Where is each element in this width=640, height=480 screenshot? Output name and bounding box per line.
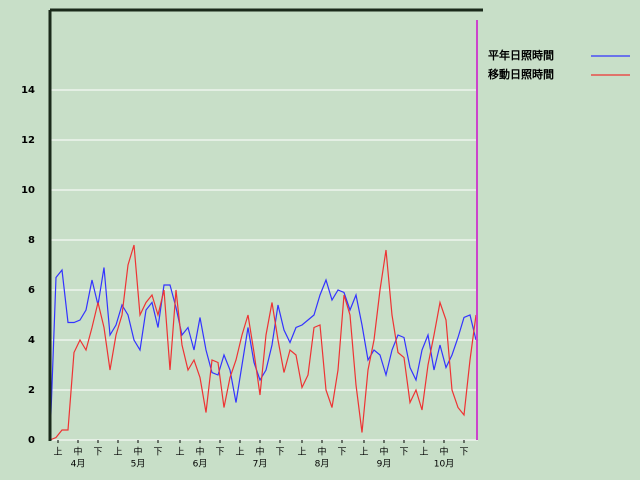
month-label: 6月: [193, 459, 208, 470]
month-label: 8月: [315, 459, 330, 470]
month-label: 4月: [71, 459, 86, 470]
x-tick-label: 中: [73, 446, 82, 458]
y-tick-label: 4: [28, 335, 35, 346]
y-tick-label: 14: [21, 85, 35, 96]
x-tick-label: 上: [419, 447, 428, 458]
x-tick-label: 中: [317, 446, 326, 458]
y-tick-label: 10: [21, 185, 35, 196]
month-label: 10月: [434, 459, 454, 470]
series-line: [49, 267, 477, 441]
x-tick-label: 下: [337, 448, 346, 458]
x-tick-label: 上: [53, 447, 62, 458]
x-tick-label: 下: [93, 448, 102, 458]
month-label: 5月: [131, 459, 146, 470]
month-label: 9月: [377, 459, 392, 470]
y-tick-label: 0: [28, 435, 35, 446]
x-tick-label: 上: [297, 447, 306, 458]
grid: [50, 89, 478, 441]
y-tick-label: 6: [28, 285, 35, 296]
x-tick-label: 上: [359, 447, 368, 458]
x-tick-label: 上: [175, 447, 184, 458]
x-tick-label: 中: [379, 446, 388, 458]
legend-label: 平年日照時間: [488, 48, 554, 62]
series-line: [49, 244, 477, 441]
y-tick-label: 12: [21, 135, 35, 146]
x-tick-label: 中: [439, 446, 448, 458]
x-tick-label: 上: [235, 447, 244, 458]
labels: 02468101214上中下上中下上中下上中下上中下上中下上中下4月 5月 6月 7月…: [21, 48, 630, 470]
x-tick-label: 下: [275, 448, 284, 458]
y-tick-label: 8: [28, 235, 35, 246]
y-tick-label: 2: [28, 385, 35, 396]
legend-label: 移動日照時間: [488, 67, 554, 81]
x-tick-label: 下: [399, 448, 408, 458]
x-tick-label: 中: [255, 446, 264, 458]
x-tick-label: 上: [113, 447, 122, 458]
plot: [49, 244, 477, 441]
x-tick-label: 下: [215, 448, 224, 458]
x-tick-label: 中: [195, 446, 204, 458]
x-tick-label: 中: [133, 446, 142, 458]
x-tick-label: 下: [153, 448, 162, 458]
month-label: 7月: [253, 459, 268, 470]
x-tick-label: 下: [459, 448, 468, 458]
